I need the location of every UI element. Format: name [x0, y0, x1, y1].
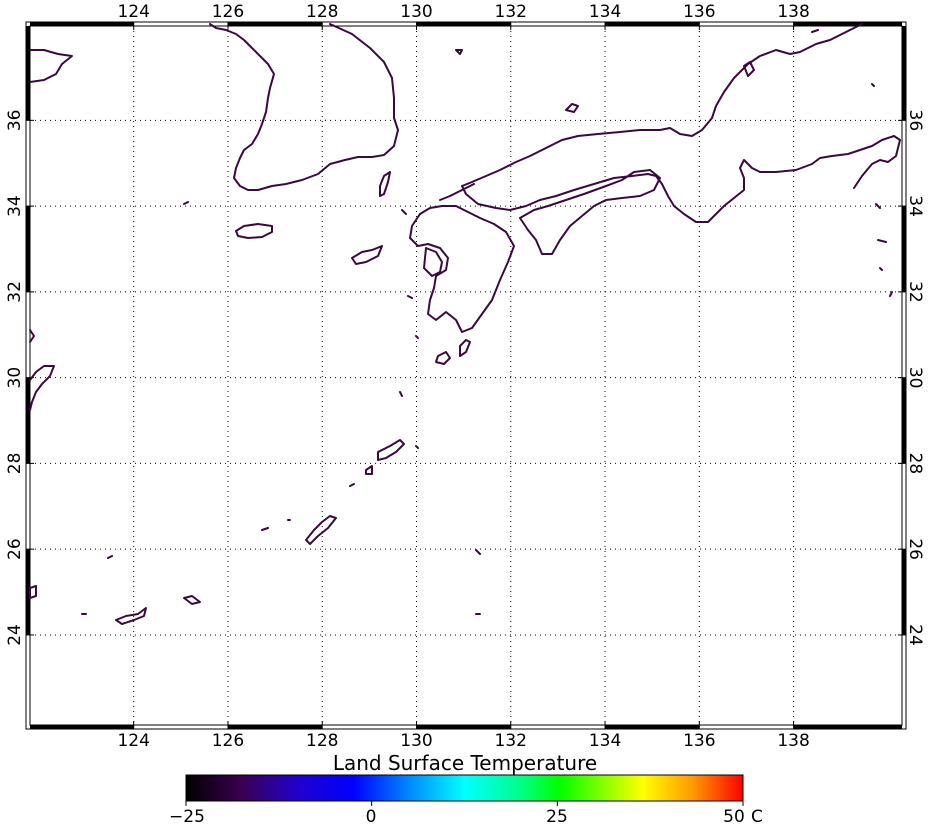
frame-band-right — [902, 26, 906, 121]
coastlines — [29, 23, 901, 625]
coast-misc-islands — [81, 29, 875, 615]
lon-label-top: 130 — [400, 2, 432, 22]
lon-label-top: 136 — [683, 2, 715, 22]
lon-label-bottom: 132 — [495, 731, 527, 751]
frame-band-right — [902, 206, 906, 292]
coast-tokunoshima — [365, 465, 373, 475]
frame-band-left — [26, 549, 30, 635]
lon-label-bottom: 136 — [683, 731, 715, 751]
frame-band-left — [26, 206, 30, 292]
frame-band-bottom — [416, 725, 511, 729]
frame-band-bottom — [793, 725, 902, 729]
lon-label-bottom: 130 — [400, 731, 432, 751]
lon-label-top: 124 — [117, 2, 149, 22]
lon-label-top: 126 — [212, 2, 244, 22]
coast-amami — [377, 439, 405, 461]
tick-labels: 124 124 126 126 128 128 130 130 132 132 134 134 136 1… — [5, 2, 925, 751]
coast-yakushima — [435, 351, 451, 365]
coast-kyushu — [409, 205, 515, 333]
colorbar-label-max: 50 — [723, 807, 745, 827]
colorbar-label-min: −25 — [169, 807, 205, 827]
frame-band-top — [793, 22, 902, 26]
colorbar-label-25: 25 — [546, 807, 568, 827]
coast-honshu — [439, 23, 901, 223]
frame-band-bottom — [605, 725, 700, 729]
frame-band-bottom — [30, 725, 134, 729]
lat-label-left: 30 — [5, 367, 25, 389]
colorbar-label-zero: 0 — [366, 807, 377, 827]
lon-label-bottom: 134 — [589, 731, 621, 751]
colorbar-ticks — [185, 801, 744, 806]
frame-band-right — [902, 549, 906, 635]
lon-label-bottom: 138 — [777, 731, 809, 751]
lon-label-top: 134 — [589, 2, 621, 22]
lat-label-right: 26 — [905, 538, 925, 560]
coast-miyako — [183, 595, 201, 605]
lon-label-top: 128 — [306, 2, 338, 22]
coast-izu — [875, 203, 893, 297]
coast-jeju — [235, 223, 273, 239]
coast-shikoku — [519, 169, 661, 255]
lat-label-left: 34 — [5, 195, 25, 217]
coast-ishigaki — [115, 607, 147, 625]
frame-band-top — [416, 22, 511, 26]
frame-ticks — [26, 22, 906, 729]
lon-label-bottom: 126 — [212, 731, 244, 751]
lat-label-left: 26 — [5, 538, 25, 560]
lat-label-right: 36 — [905, 110, 925, 132]
colorbar-unit: C — [751, 807, 763, 827]
lat-label-right: 24 — [905, 624, 925, 646]
lon-label-bottom: 124 — [117, 731, 149, 751]
frame-band-bottom — [227, 725, 323, 729]
coast-noto — [743, 61, 755, 77]
frame-band-left — [26, 26, 30, 121]
lat-label-left: 24 — [5, 624, 25, 646]
lat-label-right: 34 — [905, 195, 925, 217]
frame-band-right — [902, 377, 906, 464]
coast-korea — [209, 23, 399, 191]
lat-label-right: 28 — [905, 453, 925, 475]
coast-okinawa — [305, 515, 337, 545]
colorbar-title: Land Surface Temperature — [333, 751, 597, 775]
lat-label-right: 32 — [905, 281, 925, 303]
frame-band-left — [26, 377, 30, 464]
lat-label-left: 28 — [5, 453, 25, 475]
coast-kyushu-bay — [423, 247, 443, 277]
map-frame-outer — [25, 21, 907, 730]
coast-china-east — [29, 329, 55, 411]
lat-label-left: 36 — [5, 110, 25, 132]
lon-label-top: 132 — [495, 2, 527, 22]
colorbar — [185, 774, 744, 802]
frame-band-top — [227, 22, 323, 26]
lat-label-right: 30 — [905, 367, 925, 389]
frame-band-top — [605, 22, 700, 26]
coast-oki — [455, 49, 579, 113]
coast-tanegashima — [459, 339, 471, 357]
graticule — [30, 26, 902, 725]
coast-china-north — [29, 49, 73, 83]
coast-goto — [351, 245, 383, 265]
lon-label-bottom: 128 — [306, 731, 338, 751]
coast-tsushima — [379, 171, 391, 197]
frame-band-top — [30, 22, 134, 26]
lon-label-top: 138 — [777, 2, 809, 22]
coast-taiwan — [29, 585, 37, 599]
map-frame-inner — [29, 25, 903, 726]
lat-label-left: 32 — [5, 281, 25, 303]
